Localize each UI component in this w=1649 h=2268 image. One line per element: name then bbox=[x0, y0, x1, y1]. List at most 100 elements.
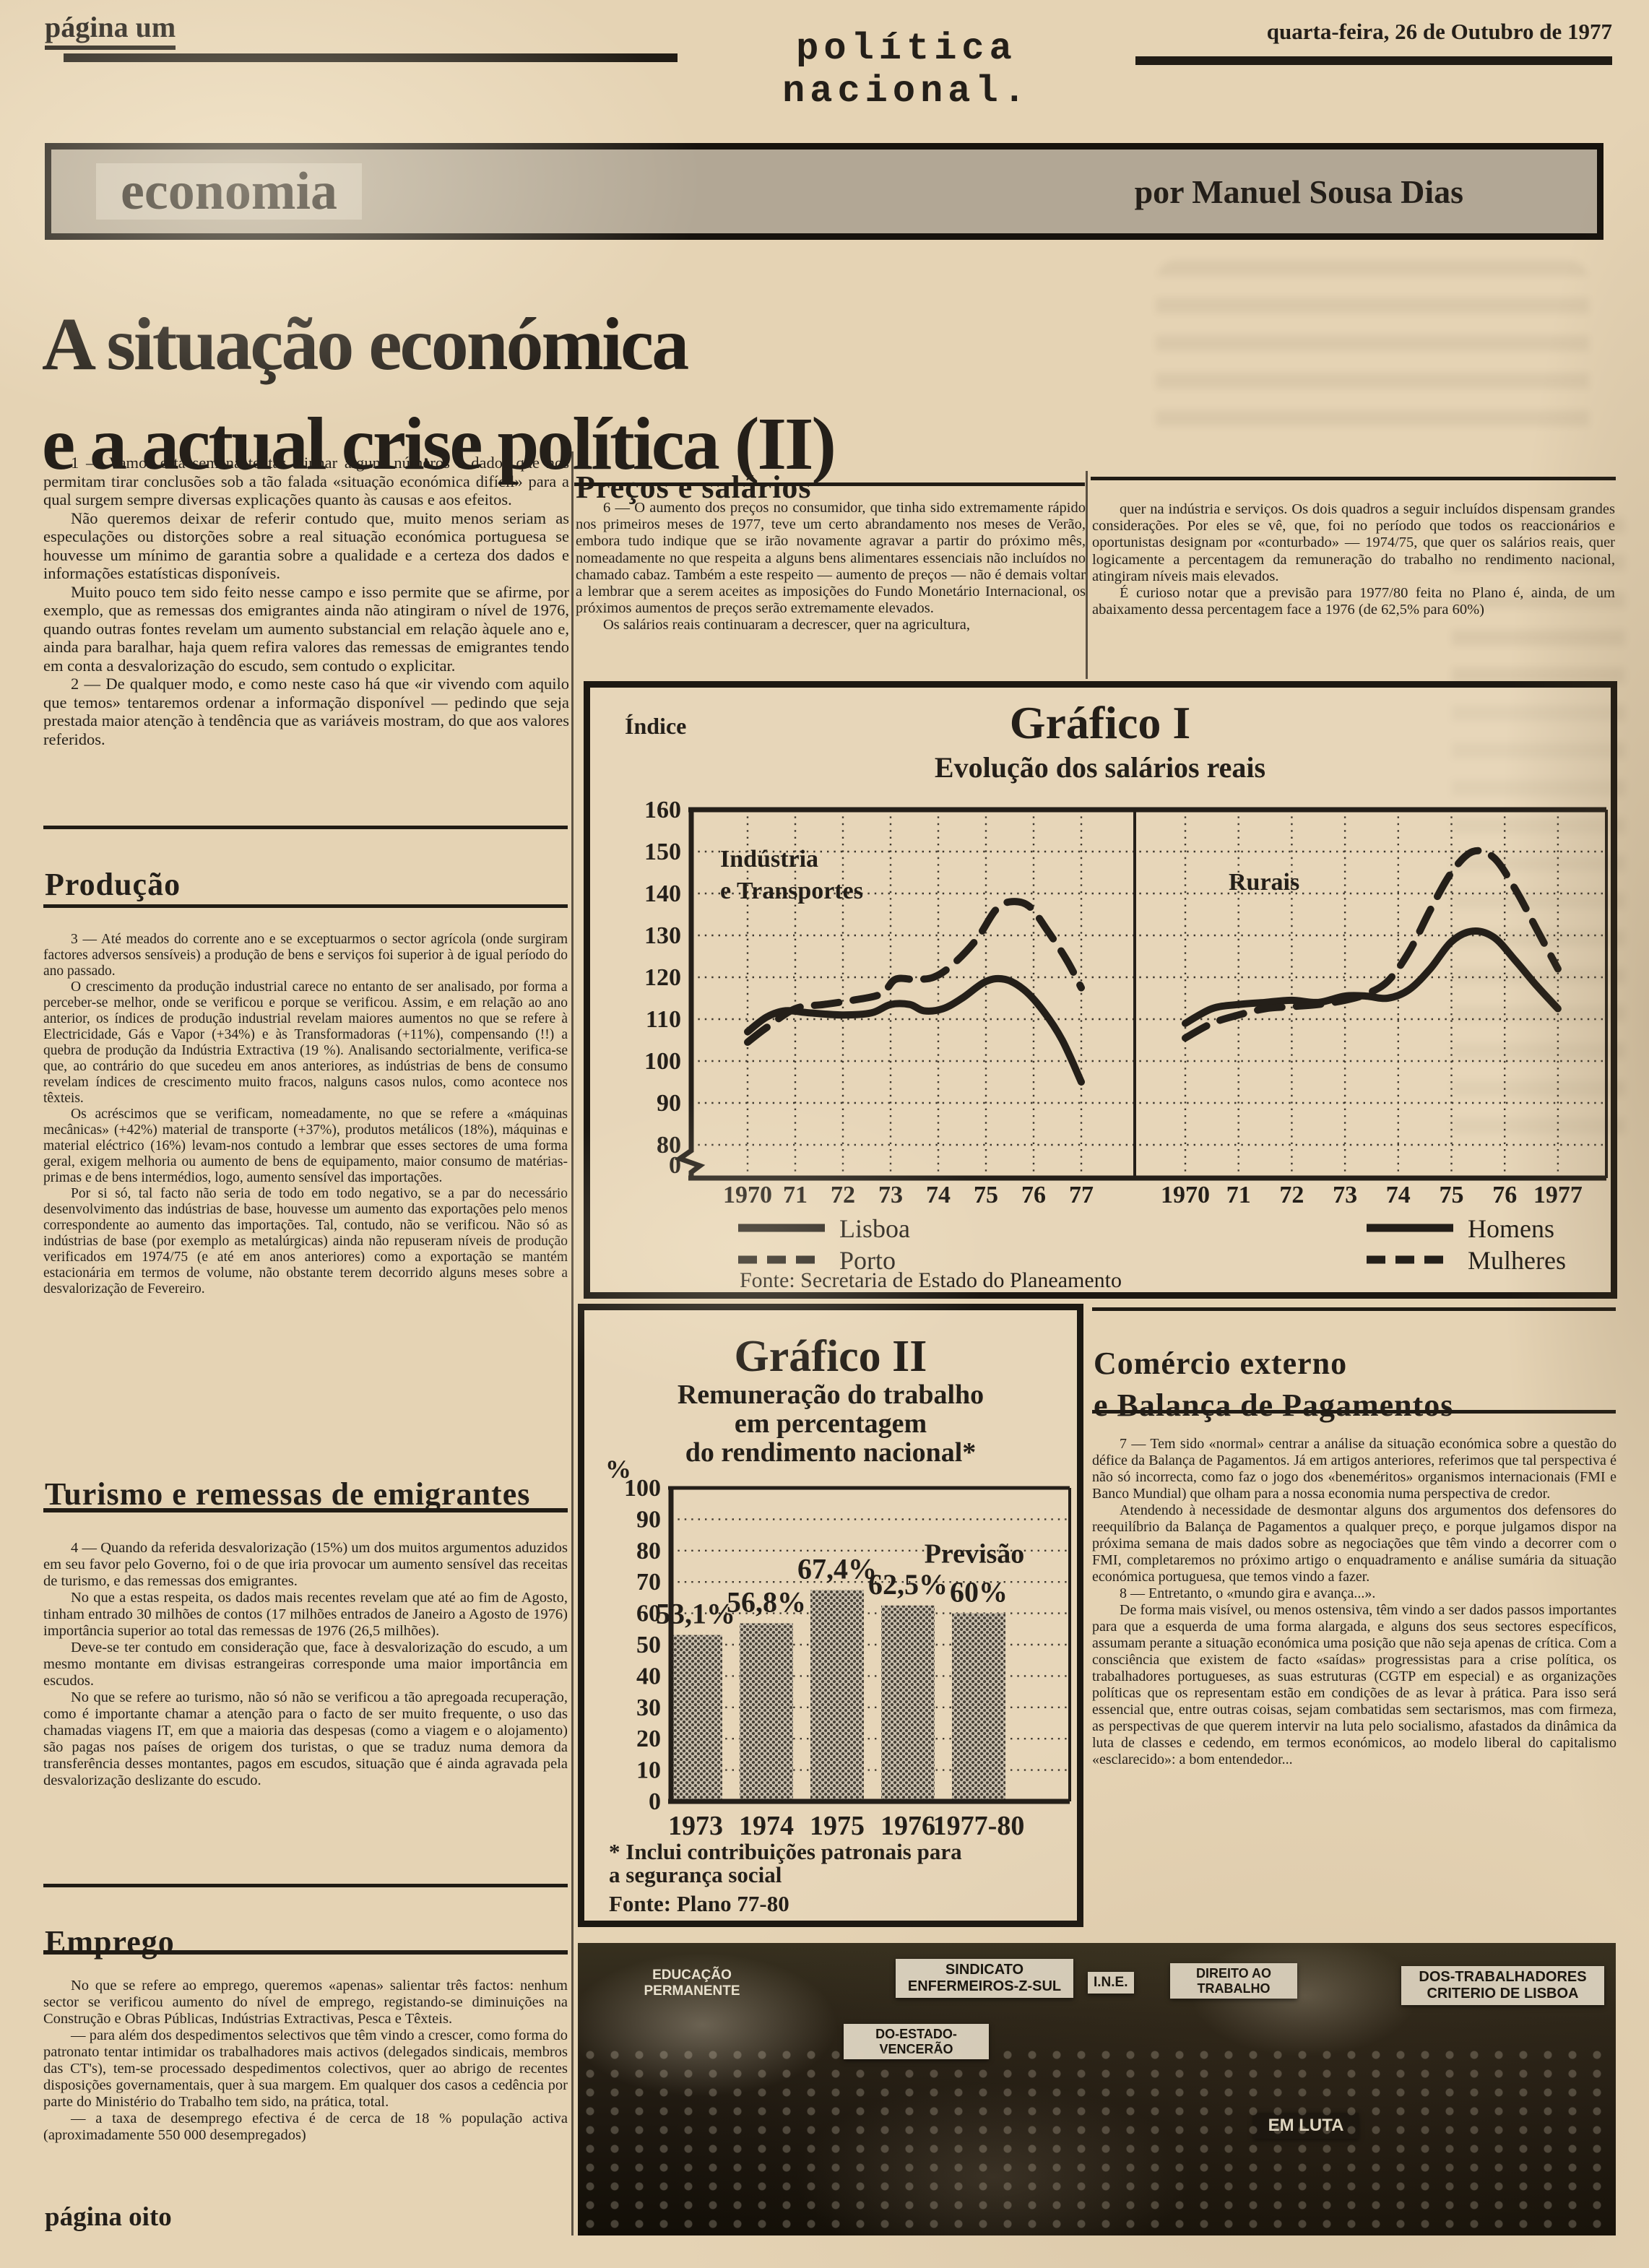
svg-text:1977: 1977 bbox=[1533, 1182, 1583, 1208]
svg-text:53,1%: 53,1% bbox=[656, 1598, 735, 1630]
svg-text:Indústria: Indústria bbox=[720, 846, 818, 873]
svg-text:80: 80 bbox=[636, 1538, 661, 1564]
svg-text:71: 71 bbox=[783, 1182, 808, 1208]
comercio-heading-line-1: Comércio externo bbox=[1094, 1345, 1348, 1381]
svg-text:73: 73 bbox=[878, 1182, 903, 1208]
svg-text:70: 70 bbox=[636, 1569, 661, 1596]
grafico-2-box: Gráfico II Remuneração do trabalho em perc… bbox=[578, 1304, 1083, 1927]
headline-line-1: A situação económica bbox=[42, 302, 689, 386]
svg-text:80: 80 bbox=[657, 1132, 681, 1159]
comercio-paragraphs: 7 — Tem sido «normal» centrar a análise … bbox=[1092, 1436, 1616, 1767]
svg-text:Remuneração do trabalho: Remuneração do trabalho bbox=[678, 1380, 984, 1410]
svg-text:Mulheres: Mulheres bbox=[1468, 1246, 1566, 1275]
svg-text:1970: 1970 bbox=[723, 1182, 772, 1208]
svg-text:Gráfico I: Gráfico I bbox=[1010, 697, 1191, 748]
svg-text:0: 0 bbox=[649, 1788, 661, 1815]
producao-rule-bottom bbox=[43, 904, 568, 908]
svg-text:1976: 1976 bbox=[880, 1811, 935, 1841]
svg-text:160: 160 bbox=[644, 797, 681, 823]
svg-text:130: 130 bbox=[644, 922, 681, 949]
turismo-rule bbox=[43, 1508, 568, 1512]
producao-rule-top bbox=[43, 826, 568, 829]
svg-text:1977-80: 1977-80 bbox=[933, 1811, 1025, 1841]
emprego-heading: Emprego bbox=[45, 1923, 175, 1960]
right-column-top-rule bbox=[1091, 477, 1616, 480]
svg-text:%: % bbox=[605, 1455, 631, 1484]
comercio-rule-bottom bbox=[1092, 1410, 1616, 1414]
svg-text:74: 74 bbox=[926, 1182, 951, 1208]
grafico-1-box: Gráfico I Evolução dos salários reais Índi… bbox=[584, 681, 1617, 1299]
svg-text:60%: 60% bbox=[950, 1576, 1008, 1609]
demonstration-photo: SINDICATO ENFERMEIROS-Z-SUL I.N.E. EDUCA… bbox=[578, 1943, 1616, 2235]
banner-sindicato-enfermeiros: SINDICATO ENFERMEIROS-Z-SUL bbox=[896, 1959, 1073, 1998]
emprego-rule-bottom bbox=[43, 1950, 568, 1955]
turismo-heading: Turismo e remessas de emigrantes bbox=[45, 1476, 531, 1512]
svg-text:em percentagem: em percentagem bbox=[735, 1408, 927, 1439]
banner-direito-ao-trabalho: DIREITO AO TRABALHO bbox=[1170, 1963, 1297, 1999]
svg-text:140: 140 bbox=[644, 880, 681, 907]
comercio-heading-line-2: e Balança de Pagamentos bbox=[1094, 1387, 1454, 1423]
column-divider bbox=[1086, 471, 1088, 679]
svg-text:* Inclui contribuições patrona: * Inclui contribuições patronais para bbox=[609, 1839, 962, 1864]
article-headline: A situação económica e a actual crise po… bbox=[42, 295, 1125, 494]
edition-date: quarta-feira, 26 de Outubro de 1977 bbox=[1266, 19, 1612, 44]
masthead-rule-right bbox=[1135, 56, 1612, 65]
svg-text:do rendimento nacional*: do rendimento nacional* bbox=[685, 1437, 977, 1468]
svg-text:60: 60 bbox=[636, 1601, 661, 1627]
comercio-rule-top bbox=[1092, 1307, 1616, 1311]
svg-text:e Transportes: e Transportes bbox=[720, 878, 863, 904]
svg-text:75: 75 bbox=[1440, 1182, 1464, 1208]
precos-rule bbox=[574, 482, 1085, 486]
svg-text:Índice: Índice bbox=[625, 713, 686, 739]
svg-text:Porto: Porto bbox=[839, 1246, 896, 1275]
masthead-rule-left bbox=[64, 53, 678, 62]
svg-text:Lisboa: Lisboa bbox=[839, 1214, 910, 1243]
svg-text:100: 100 bbox=[624, 1475, 661, 1502]
intro-paragraphs: 1 — Vamos esta semana tentar alinhar alg… bbox=[43, 454, 569, 748]
comercio-heading: Comércio externo e Balança de Pagamentos bbox=[1094, 1343, 1453, 1427]
continued-page-footer: página oito bbox=[45, 2202, 172, 2232]
svg-text:1974: 1974 bbox=[739, 1811, 794, 1841]
banner-ine: I.N.E. bbox=[1088, 1972, 1134, 1994]
svg-text:Fonte: Secretaria de Estado do: Fonte: Secretaria de Estado do Planeamen… bbox=[740, 1268, 1122, 1292]
svg-text:20: 20 bbox=[636, 1726, 661, 1752]
svg-text:62,5%: 62,5% bbox=[868, 1568, 948, 1601]
page-label: página um bbox=[45, 10, 176, 50]
banner-dos-trabalhadores: DOS-TRABALHADORES CRITERIO DE LISBOA bbox=[1401, 1966, 1604, 2005]
precos-heading: Preços e salários bbox=[576, 469, 812, 505]
svg-text:10: 10 bbox=[636, 1757, 661, 1784]
svg-text:1975: 1975 bbox=[810, 1811, 865, 1841]
section-title: política nacional. bbox=[782, 27, 1031, 113]
headline-line-2: e a actual crise política (II) bbox=[42, 402, 836, 485]
svg-text:Evolução dos salários reais: Evolução dos salários reais bbox=[935, 751, 1265, 784]
banner-em-luta: EM LUTA bbox=[1253, 2113, 1359, 2139]
svg-text:a segurança social: a segurança social bbox=[609, 1862, 782, 1887]
svg-text:77: 77 bbox=[1069, 1182, 1094, 1208]
svg-text:150: 150 bbox=[644, 839, 681, 865]
svg-text:72: 72 bbox=[831, 1182, 855, 1208]
svg-text:100: 100 bbox=[644, 1048, 681, 1075]
svg-text:50: 50 bbox=[636, 1632, 661, 1658]
svg-text:73: 73 bbox=[1333, 1182, 1357, 1208]
svg-text:Homens: Homens bbox=[1468, 1214, 1554, 1243]
bleed-through-smudge bbox=[1156, 260, 1589, 448]
kicker-label: economia bbox=[96, 163, 363, 220]
svg-text:Fonte: Plano 77-80: Fonte: Plano 77-80 bbox=[609, 1891, 789, 1916]
svg-text:90: 90 bbox=[636, 1506, 661, 1533]
svg-text:110: 110 bbox=[646, 1006, 681, 1033]
turismo-paragraphs: 4 — Quando da referida desvalorização (1… bbox=[43, 1540, 568, 1788]
svg-text:67,4%: 67,4% bbox=[797, 1552, 877, 1585]
emprego-rule-top bbox=[43, 1884, 568, 1887]
byline: por Manuel Sousa Dias bbox=[1134, 173, 1463, 210]
svg-text:74: 74 bbox=[1386, 1182, 1411, 1208]
svg-text:120: 120 bbox=[644, 964, 681, 991]
svg-text:90: 90 bbox=[657, 1090, 681, 1117]
svg-text:56,8%: 56,8% bbox=[727, 1585, 806, 1618]
svg-text:76: 76 bbox=[1021, 1182, 1046, 1208]
banner-do-estado-vencerao: DO-ESTADO- VENCERÃO bbox=[844, 2024, 989, 2060]
svg-text:1970: 1970 bbox=[1161, 1182, 1210, 1208]
emprego-paragraphs: No que se refere ao emprego, queremos «a… bbox=[43, 1978, 568, 2143]
